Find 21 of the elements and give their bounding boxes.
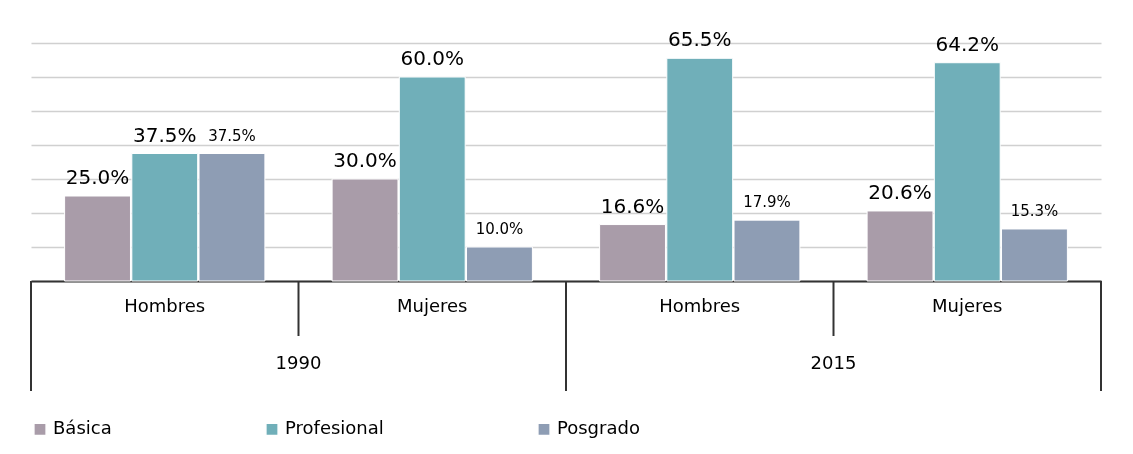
data-label: 16.6% bbox=[600, 193, 665, 218]
data-label: 30.0% bbox=[333, 148, 397, 172]
data-label: 15.3% bbox=[1010, 201, 1059, 220]
data-label: 17.9% bbox=[743, 193, 791, 212]
legend-label: Profesional bbox=[285, 417, 384, 439]
data-label: 65.5% bbox=[667, 27, 732, 52]
data-label: 37.5% bbox=[132, 122, 197, 147]
x-tick-label: Mujeres bbox=[932, 294, 1003, 316]
data-label: 64.2% bbox=[935, 31, 1000, 56]
data-label: 10.0% bbox=[475, 220, 524, 238]
data-label: 20.6% bbox=[868, 179, 932, 204]
x-tick-label: Mujeres bbox=[397, 294, 468, 316]
text: 1990 bbox=[275, 352, 322, 373]
x-tick-label: Hombres bbox=[659, 294, 741, 316]
data-label: 37.5% bbox=[208, 126, 256, 145]
text: 2015 bbox=[810, 352, 857, 373]
legend-label: Posgrado bbox=[557, 417, 640, 439]
data-label: 60.0% bbox=[400, 46, 465, 70]
legend-label: Básica bbox=[53, 417, 112, 439]
data-label: 25.0% bbox=[65, 165, 130, 189]
x-tick-label: Hombres bbox=[124, 294, 206, 316]
